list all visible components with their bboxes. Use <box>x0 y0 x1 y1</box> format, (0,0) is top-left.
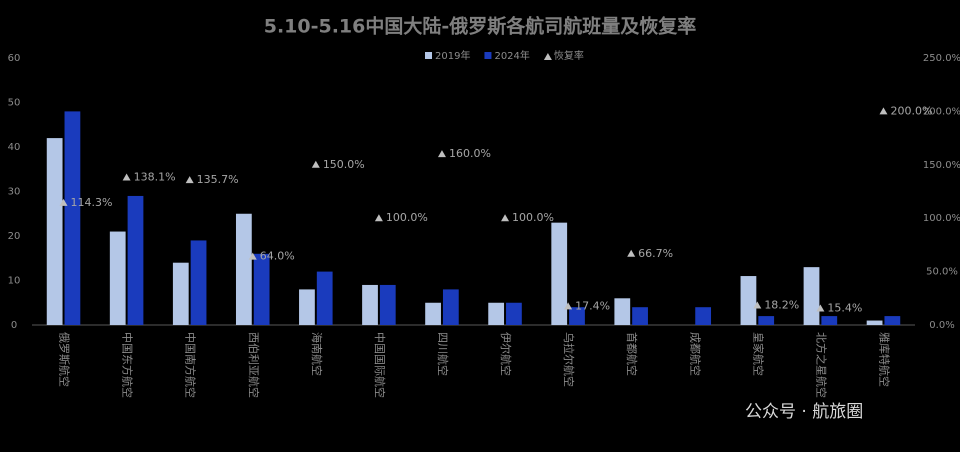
value-label: 114.3% <box>71 196 113 209</box>
bar <box>442 289 459 325</box>
bar <box>127 195 144 325</box>
marker <box>248 252 257 260</box>
value-label: 18.2% <box>764 299 799 312</box>
y2-tick-label: 50.0% <box>926 267 958 278</box>
x-tick-label: 乌拉尔航空 <box>562 332 576 387</box>
bar <box>235 213 252 325</box>
marker <box>374 214 383 222</box>
x-tick-label: 中国南方航空 <box>184 332 198 398</box>
value-label: 66.7% <box>638 247 673 260</box>
bar <box>190 240 207 325</box>
bar <box>551 222 568 325</box>
bar <box>379 284 396 325</box>
x-tick-label: 皇家航空 <box>751 332 765 376</box>
bar <box>758 316 775 325</box>
x-tick-label: 海南航空 <box>310 332 324 376</box>
bar <box>866 320 883 325</box>
bar <box>109 231 126 325</box>
bar <box>632 307 648 325</box>
bar <box>695 307 712 325</box>
value-label: 15.4% <box>827 302 862 315</box>
bar <box>488 302 505 325</box>
bar <box>172 262 189 325</box>
bar <box>316 271 333 325</box>
marker <box>753 301 762 309</box>
x-tick-label: 中国国际航空 <box>373 332 387 398</box>
y2-tick-label: 100.0% <box>923 213 960 224</box>
x-tick-label: 北方之星航空 <box>814 332 828 398</box>
value-label: 17.4% <box>575 299 610 312</box>
value-label: 64.0% <box>260 250 295 263</box>
y-tick-label: 0 <box>11 320 17 331</box>
y-tick-label: 30 <box>8 187 21 198</box>
bar <box>46 138 63 325</box>
marker <box>627 249 636 257</box>
x-tick-label: 首都航空 <box>625 332 639 376</box>
value-label: 150.0% <box>323 158 365 171</box>
y-tick-label: 40 <box>8 142 21 153</box>
value-label: 160.0% <box>449 147 491 160</box>
marker <box>501 214 510 222</box>
bar <box>506 302 522 325</box>
bar <box>299 289 315 325</box>
value-label: 135.7% <box>197 173 239 186</box>
marker <box>564 302 573 310</box>
x-tick-label: 西伯利亚航空 <box>247 332 261 398</box>
legend-label: 恢复率 <box>554 49 584 62</box>
x-tick-label: 成都航空 <box>688 332 702 376</box>
bar <box>803 267 820 325</box>
bar <box>64 111 81 326</box>
y2-tick-label: 150.0% <box>923 160 960 171</box>
y-tick-label: 10 <box>8 276 21 287</box>
marker <box>879 107 888 115</box>
legend-label: 2024年 <box>494 49 529 62</box>
marker <box>437 150 446 158</box>
marker <box>311 160 320 168</box>
x-tick-label: 雅库特航空 <box>877 332 891 387</box>
value-label: 138.1% <box>134 171 176 184</box>
marker <box>816 304 825 312</box>
y2-tick-label: 0.0% <box>929 320 954 331</box>
bar <box>362 284 378 325</box>
y-tick-label: 50 <box>8 98 21 109</box>
marker <box>122 173 131 181</box>
legend-swatch <box>484 52 492 59</box>
x-tick-label: 俄罗斯航空 <box>58 332 72 387</box>
bar <box>425 302 441 325</box>
bar <box>569 307 585 325</box>
bar <box>614 298 631 325</box>
bar <box>253 253 270 325</box>
marker <box>185 176 194 184</box>
watermark: 公众号 · 航旅圈 <box>745 402 863 422</box>
bar <box>821 316 838 325</box>
x-tick-label: 四川航空 <box>436 332 450 376</box>
marker <box>59 198 68 206</box>
value-label: 100.0% <box>386 211 428 224</box>
y2-tick-label: 200.0% <box>923 106 960 117</box>
bar <box>884 316 901 325</box>
x-tick-label: 伊尔航空 <box>499 332 513 376</box>
legend-swatch <box>425 52 432 59</box>
value-label: 200.0% <box>890 104 932 117</box>
bar <box>740 276 757 325</box>
y-tick-label: 20 <box>8 231 21 242</box>
legend-marker <box>543 53 552 60</box>
chart-title: 5.10-5.16中国大陆-俄罗斯各航司航班量及恢复率 <box>264 15 697 38</box>
y2-tick-label: 250.0% <box>923 53 960 64</box>
value-label: 100.0% <box>512 211 554 224</box>
x-tick-label: 中国东方航空 <box>121 332 135 398</box>
legend-label: 2019年 <box>435 49 470 62</box>
y-tick-label: 60 <box>8 53 21 64</box>
